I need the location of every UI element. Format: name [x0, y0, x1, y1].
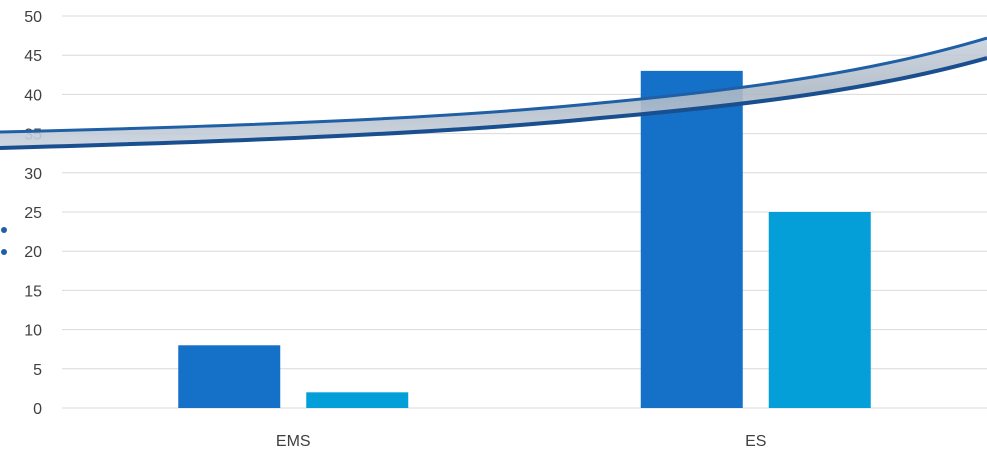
y-tick-label: 40	[24, 87, 42, 104]
bar-ems-series-1	[178, 345, 281, 408]
y-axis-tick-labels: 05101520253035404550	[24, 9, 42, 418]
x-axis-category-labels: EMS ES	[276, 433, 767, 450]
bar-es-series-2	[768, 212, 871, 408]
x-category-label: ES	[745, 433, 766, 450]
y-tick-label: 0	[33, 401, 42, 418]
decorative-swoosh-band	[0, 38, 987, 148]
decorative-dot	[1, 227, 7, 233]
x-category-label: EMS	[276, 433, 311, 450]
decorative-swoosh-overlay	[0, 36, 987, 255]
y-tick-label: 5	[33, 362, 42, 379]
y-tick-label: 15	[24, 283, 42, 300]
bar-ems-series-2	[306, 392, 409, 408]
y-tick-label: 45	[24, 48, 42, 65]
y-tick-label: 10	[24, 323, 42, 340]
y-tick-label: 50	[24, 9, 42, 26]
y-tick-label: 30	[24, 166, 42, 183]
decorative-swoosh-lower-line	[0, 56, 987, 150]
y-tick-label: 25	[24, 205, 42, 222]
bar-es-series-1	[640, 70, 743, 408]
decorative-swoosh-upper-line	[0, 36, 987, 134]
y-tick-label: 20	[24, 244, 42, 261]
decorative-dot	[1, 249, 7, 255]
bars	[178, 70, 871, 408]
